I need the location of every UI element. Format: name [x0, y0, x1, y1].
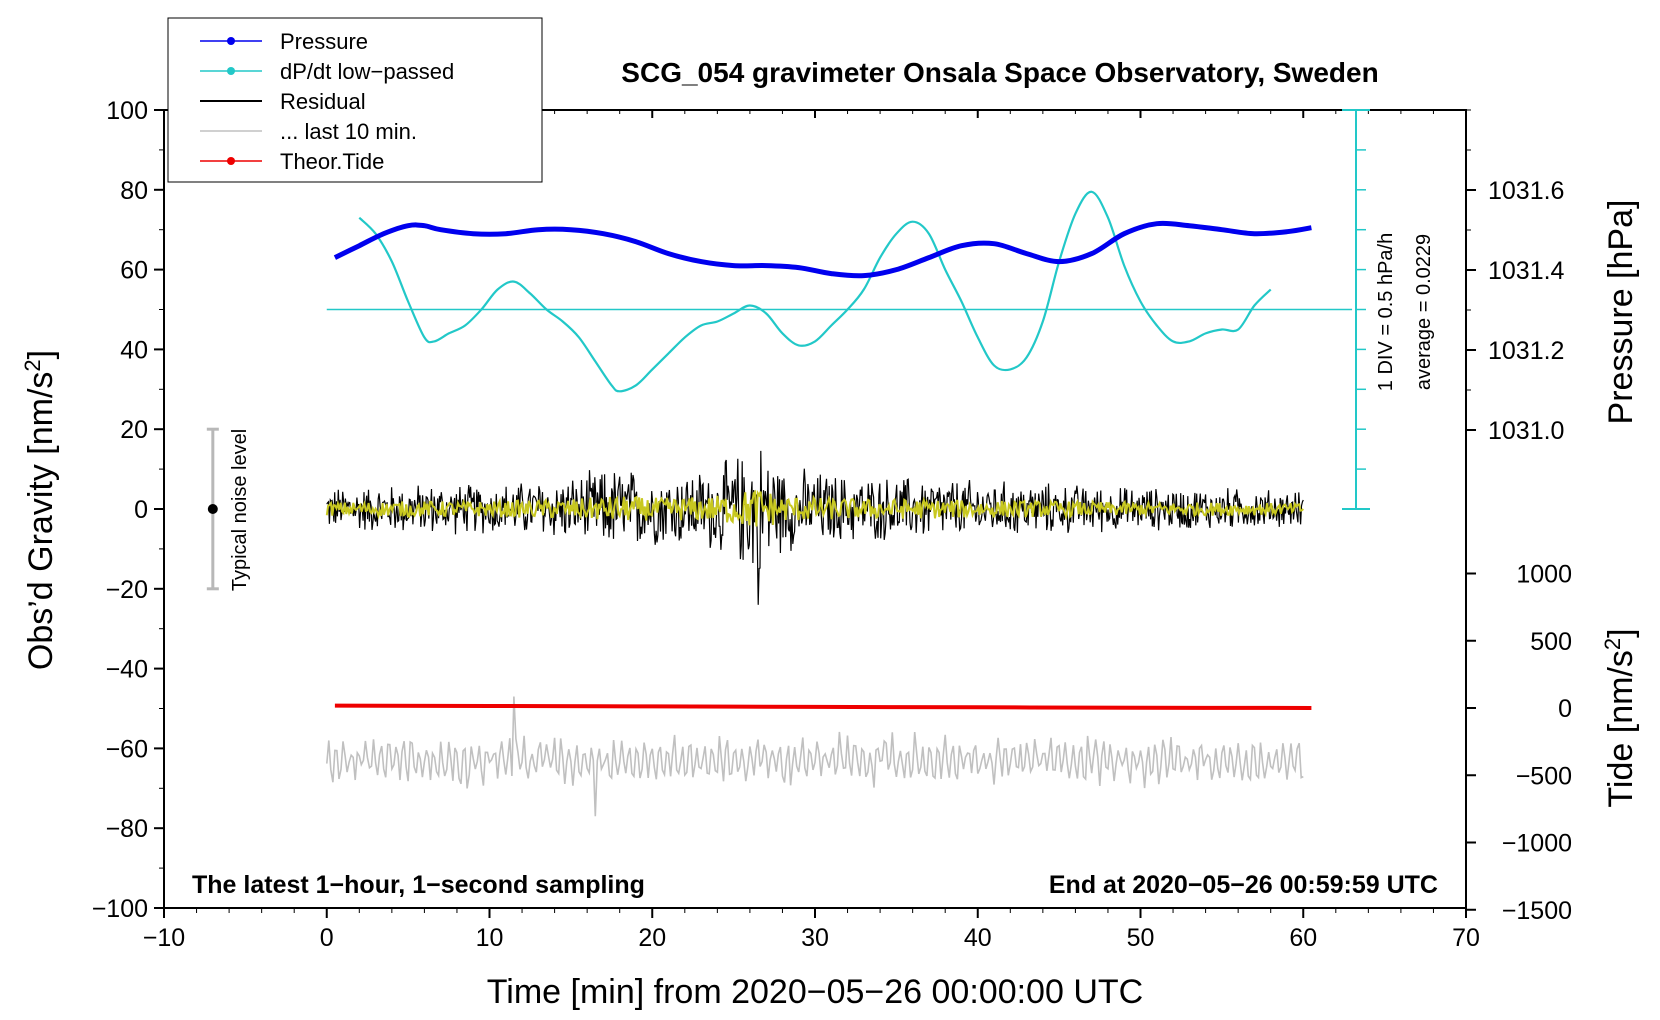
legend-label-3: ... last 10 min. [280, 119, 417, 144]
pressure-tick-label-0: 1031.6 [1488, 177, 1564, 205]
tide-tick-label-4: −1000 [1502, 830, 1572, 858]
tide-tick-label-2: 0 [1558, 695, 1572, 723]
x-tick-label-1: 0 [320, 924, 334, 952]
noise-level-dot [207, 504, 218, 514]
y-axis-title-tide: Tide [nm/s2] [1600, 628, 1640, 807]
pressure-line [333, 220, 1312, 279]
chart-title: SCG_054 gravimeter Onsala Space Observat… [621, 57, 1378, 88]
note-end-time: End at 2020−05−26 00:59:59 UTC [1049, 871, 1438, 899]
legend: Pressure dP/dt low−passed Residual ... last… [167, 17, 543, 183]
tide-tick-label-0: 1000 [1516, 561, 1572, 589]
last-10-min-line [326, 696, 1304, 817]
theor-tide-line [334, 703, 1312, 710]
y-axis-title-tide-main: Tide [nm/s [1602, 650, 1640, 807]
x-tick-label-5: 40 [964, 924, 992, 952]
residual-lowpass-line [325, 489, 1304, 527]
y-tick-label-6: −20 [106, 576, 148, 604]
y-axis-title-tide-sup: 2 [1600, 638, 1625, 650]
series-lines [325, 190, 1353, 817]
pressure-tick-label-2: 1031.2 [1488, 337, 1564, 365]
dpdt-average-label: average = 0.0229 [1413, 234, 1435, 390]
legend-marker-4 [227, 157, 235, 165]
legend-label-4: Theor.Tide [280, 149, 384, 174]
x-tick-label-0: −10 [143, 924, 185, 952]
y-axis-title-tide-close: ] [1602, 628, 1640, 637]
y-axis-title-gravity-sup: 2 [20, 359, 45, 371]
y-tick-label-4: 20 [120, 416, 148, 444]
y-tick-label-5: 0 [134, 496, 148, 524]
y-axis-title-gravity: Obs’d Gravity [nm/s2] [20, 350, 60, 670]
pressure-tick-label-1: 1031.4 [1488, 257, 1565, 285]
y-tick-label-10: −100 [92, 895, 148, 923]
y-axis-title-gravity-close: ] [22, 350, 60, 359]
tide-tick-label-1: 500 [1530, 628, 1572, 656]
dpdt-scale-bar [1342, 109, 1370, 510]
x-tick-label-2: 10 [476, 924, 504, 952]
axis-ticks: −10 0 10 20 30 40 50 60 70100806040200−20−40−60−… [92, 97, 1572, 952]
noise-level-indicator: Typical noise level [206, 427, 251, 591]
note-latest-hour: The latest 1−hour, 1−second sampling [192, 871, 645, 899]
y-tick-label-3: 40 [120, 336, 148, 364]
legend-label-0: Pressure [280, 29, 368, 54]
y-tick-label-0: 100 [106, 97, 148, 125]
y-tick-label-7: −40 [106, 656, 148, 684]
tide-tick-label-3: −500 [1516, 762, 1572, 790]
y-axis-title-gravity-main: Obs’d Gravity [nm/s [22, 372, 60, 671]
legend-label-2: Residual [280, 89, 366, 114]
y-tick-label-9: −80 [106, 815, 148, 843]
y-axis-title-pressure: Pressure [hPa] [1602, 200, 1640, 425]
x-tick-label-3: 20 [638, 924, 666, 952]
dpdt-scale-label: 1 DIV = 0.5 hPa/h [1375, 233, 1397, 391]
tide-tick-label-5: −1500 [1502, 897, 1572, 925]
x-tick-label-8: 70 [1452, 924, 1480, 952]
x-tick-label-7: 60 [1289, 924, 1317, 952]
y-tick-label-1: 80 [120, 177, 148, 205]
noise-level-label: Typical noise level [229, 429, 251, 591]
x-tick-label-4: 30 [801, 924, 829, 952]
legend-marker-1 [227, 67, 235, 75]
legend-marker-0 [227, 37, 235, 45]
x-axis-title: Time [min] from 2020−05−26 00:00:00 UTC [487, 973, 1143, 1011]
y-tick-label-8: −60 [106, 735, 148, 763]
legend-label-1: dP/dt low−passed [280, 59, 454, 84]
pressure-tick-label-3: 1031.0 [1488, 417, 1564, 445]
x-tick-label-6: 50 [1127, 924, 1155, 952]
y-tick-label-2: 60 [120, 257, 148, 285]
